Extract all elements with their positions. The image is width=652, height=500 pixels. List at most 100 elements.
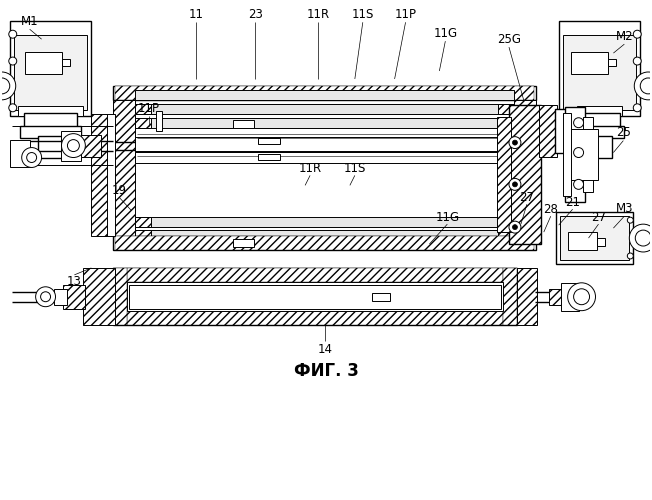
Text: 23: 23: [248, 8, 263, 21]
Circle shape: [568, 283, 595, 310]
Bar: [156, 111, 162, 130]
Bar: [587, 136, 612, 158]
Circle shape: [512, 224, 518, 230]
Bar: [113, 236, 536, 250]
Bar: [563, 113, 570, 196]
Bar: [38, 136, 63, 158]
Bar: [583, 116, 593, 192]
Text: 28: 28: [543, 202, 558, 215]
Text: 25: 25: [616, 126, 630, 139]
Bar: [570, 52, 608, 74]
Bar: [549, 289, 563, 304]
Bar: [569, 128, 599, 180]
Text: M3: M3: [615, 202, 633, 214]
Bar: [574, 126, 625, 138]
Bar: [135, 230, 151, 240]
Text: 11R: 11R: [299, 162, 321, 175]
Circle shape: [8, 30, 17, 38]
Bar: [63, 285, 85, 308]
Bar: [498, 118, 514, 128]
Circle shape: [574, 118, 584, 128]
Circle shape: [0, 72, 16, 100]
Circle shape: [61, 134, 85, 158]
Circle shape: [635, 230, 651, 246]
Circle shape: [574, 180, 584, 190]
Bar: [135, 152, 514, 164]
Circle shape: [40, 292, 51, 302]
Bar: [135, 217, 151, 227]
Bar: [372, 293, 390, 300]
Bar: [129, 285, 501, 308]
Bar: [82, 134, 101, 156]
Text: 27: 27: [520, 191, 535, 204]
Bar: [565, 107, 585, 202]
Bar: [63, 59, 70, 66]
Circle shape: [27, 152, 37, 162]
Bar: [258, 138, 280, 143]
Circle shape: [22, 148, 42, 168]
Bar: [135, 118, 151, 128]
Bar: [517, 268, 537, 324]
Bar: [113, 100, 135, 250]
Bar: [555, 109, 569, 152]
Bar: [514, 100, 536, 220]
Circle shape: [67, 140, 80, 151]
Circle shape: [629, 224, 652, 252]
Bar: [498, 217, 514, 227]
Bar: [83, 268, 115, 324]
Text: 11: 11: [188, 8, 203, 21]
Bar: [23, 113, 78, 128]
Circle shape: [627, 217, 633, 223]
Circle shape: [509, 178, 521, 190]
Bar: [113, 268, 127, 324]
Circle shape: [0, 78, 10, 94]
Text: 11R: 11R: [306, 8, 330, 21]
Circle shape: [640, 78, 652, 94]
Bar: [597, 238, 606, 246]
Bar: [127, 268, 503, 282]
Circle shape: [627, 253, 633, 259]
Bar: [498, 230, 514, 240]
Bar: [127, 282, 503, 310]
Bar: [135, 217, 514, 227]
Bar: [115, 86, 534, 100]
Bar: [539, 105, 557, 156]
Text: 27: 27: [591, 210, 606, 224]
Bar: [233, 120, 254, 128]
Bar: [561, 283, 578, 310]
Text: 11P: 11P: [394, 8, 417, 21]
Bar: [568, 232, 597, 250]
Bar: [113, 86, 536, 100]
Bar: [258, 154, 280, 160]
Circle shape: [509, 136, 521, 148]
Text: 11S: 11S: [351, 8, 374, 21]
Text: 11S: 11S: [344, 162, 366, 175]
Circle shape: [633, 30, 641, 38]
Text: ФИГ. 3: ФИГ. 3: [293, 362, 359, 380]
Bar: [25, 52, 63, 74]
Circle shape: [512, 140, 518, 145]
Bar: [91, 114, 107, 236]
Bar: [135, 118, 514, 128]
Bar: [53, 289, 67, 304]
Text: 11P: 11P: [138, 102, 160, 116]
Bar: [509, 105, 541, 244]
Text: M1: M1: [21, 15, 38, 28]
Text: 25G: 25G: [497, 32, 521, 46]
Bar: [556, 212, 633, 264]
Text: M2: M2: [615, 30, 633, 43]
Circle shape: [509, 221, 521, 233]
Bar: [498, 104, 514, 114]
Bar: [233, 239, 254, 247]
Bar: [135, 90, 514, 100]
Bar: [135, 230, 514, 240]
Bar: [563, 35, 636, 110]
Bar: [576, 106, 623, 116]
Circle shape: [8, 57, 17, 65]
Bar: [127, 310, 503, 324]
Bar: [503, 268, 517, 324]
Bar: [10, 22, 91, 116]
Text: 21: 21: [565, 196, 580, 209]
Bar: [113, 268, 517, 324]
Circle shape: [574, 148, 584, 158]
